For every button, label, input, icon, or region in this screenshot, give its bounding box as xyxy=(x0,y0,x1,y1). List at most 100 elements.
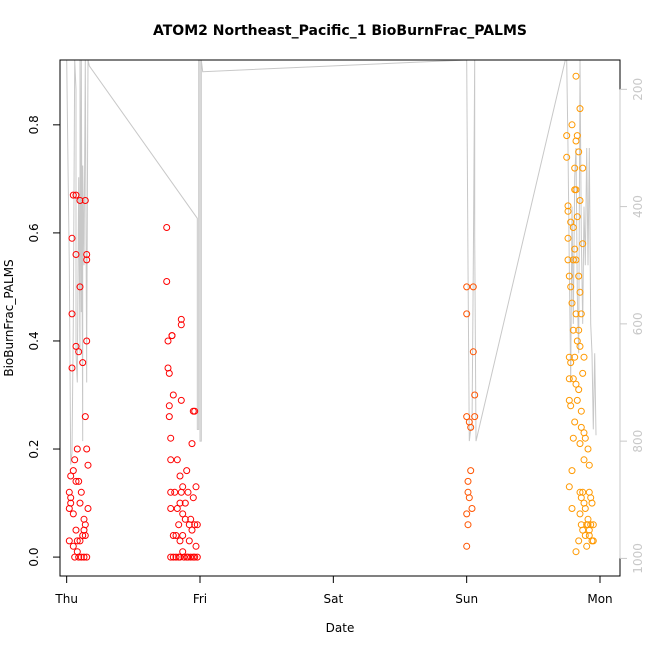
data-point xyxy=(165,402,173,410)
data-point xyxy=(167,505,175,512)
data-point xyxy=(572,310,580,318)
data-point xyxy=(179,510,187,518)
data-point xyxy=(581,505,589,512)
data-point xyxy=(188,440,196,448)
data-point xyxy=(163,278,171,285)
data-point xyxy=(577,310,585,318)
data-point xyxy=(572,72,580,80)
data-point xyxy=(569,434,577,442)
data-point xyxy=(73,445,81,453)
data-point xyxy=(573,396,581,404)
data-point xyxy=(77,488,85,496)
data-point xyxy=(569,375,577,383)
data-point xyxy=(567,359,575,367)
y-tick-label: 0.0 xyxy=(27,548,41,567)
data-point xyxy=(579,369,587,377)
data-point xyxy=(471,413,479,421)
data-point xyxy=(76,283,84,291)
y-tick-label: 0.6 xyxy=(27,223,41,242)
data-point xyxy=(165,413,173,421)
data-point xyxy=(172,553,180,561)
data-point xyxy=(576,288,584,296)
data-point xyxy=(69,191,77,199)
data-point xyxy=(177,396,185,404)
data-point xyxy=(165,369,173,377)
data-point xyxy=(72,342,80,350)
data-point xyxy=(176,553,184,561)
data-point xyxy=(576,105,584,113)
y2-tick-label: 400 xyxy=(631,195,645,218)
data-point xyxy=(469,283,477,291)
x-tick-label: Sun xyxy=(455,592,478,606)
y-tick-label: 0.8 xyxy=(27,115,41,134)
data-point xyxy=(565,272,573,280)
y2-tick-label: 1000 xyxy=(631,543,645,574)
data-point xyxy=(572,548,580,556)
data-point xyxy=(567,402,575,410)
data-point xyxy=(464,521,472,529)
data-point xyxy=(581,532,589,539)
data-point xyxy=(81,532,89,539)
data-point xyxy=(192,542,200,550)
data-point xyxy=(580,456,588,464)
data-point xyxy=(173,456,181,464)
data-point xyxy=(568,299,576,307)
altitude-line-group xyxy=(66,59,597,465)
data-point xyxy=(575,272,583,280)
data-point xyxy=(584,445,592,453)
data-point xyxy=(565,375,573,383)
data-point xyxy=(169,391,177,399)
data-point xyxy=(572,380,580,388)
data-point xyxy=(563,132,571,140)
data-point xyxy=(68,364,76,372)
data-point xyxy=(579,488,587,496)
data-point xyxy=(71,456,79,464)
data-point xyxy=(579,240,587,248)
data-point xyxy=(179,532,187,539)
data-point xyxy=(69,467,77,475)
data-point xyxy=(567,218,575,226)
data-point xyxy=(72,477,80,485)
y-axis-label: BioBurnFrac_PALMS xyxy=(2,259,16,376)
data-point xyxy=(188,526,196,534)
data-point xyxy=(75,477,83,485)
data-point xyxy=(588,499,596,507)
data-point xyxy=(76,197,84,204)
data-point xyxy=(580,353,588,361)
data-point xyxy=(76,499,84,507)
data-point xyxy=(579,526,587,534)
data-point xyxy=(67,472,75,480)
data-point xyxy=(581,434,589,442)
y-axis-right: 200 400 600 800 1000 xyxy=(619,78,645,574)
data-point xyxy=(68,310,76,318)
data-point xyxy=(177,315,185,323)
data-point xyxy=(191,407,199,415)
data-point xyxy=(175,521,183,529)
data-point xyxy=(567,283,575,291)
data-point xyxy=(585,532,593,539)
data-point xyxy=(68,234,76,242)
data-point xyxy=(75,553,83,561)
data-point xyxy=(81,521,89,529)
data-point xyxy=(69,542,77,550)
data-point xyxy=(563,153,571,161)
data-point xyxy=(83,445,91,453)
data-point xyxy=(83,337,91,345)
data-point xyxy=(572,256,580,264)
data-point xyxy=(169,553,177,561)
data-point xyxy=(589,521,597,529)
data-point xyxy=(72,191,80,199)
y2-tick-label: 600 xyxy=(631,312,645,335)
plot-frame xyxy=(59,59,621,577)
y-tick-label: 0.4 xyxy=(27,331,41,350)
data-point xyxy=(164,337,172,345)
data-point xyxy=(76,537,84,545)
data-point xyxy=(575,326,583,334)
data-point xyxy=(171,488,179,496)
data-point xyxy=(571,353,579,361)
data-point xyxy=(575,537,583,545)
x-axis-label: Date xyxy=(326,621,355,635)
data-point xyxy=(572,186,580,194)
data-point xyxy=(71,553,79,561)
data-point xyxy=(83,553,91,561)
